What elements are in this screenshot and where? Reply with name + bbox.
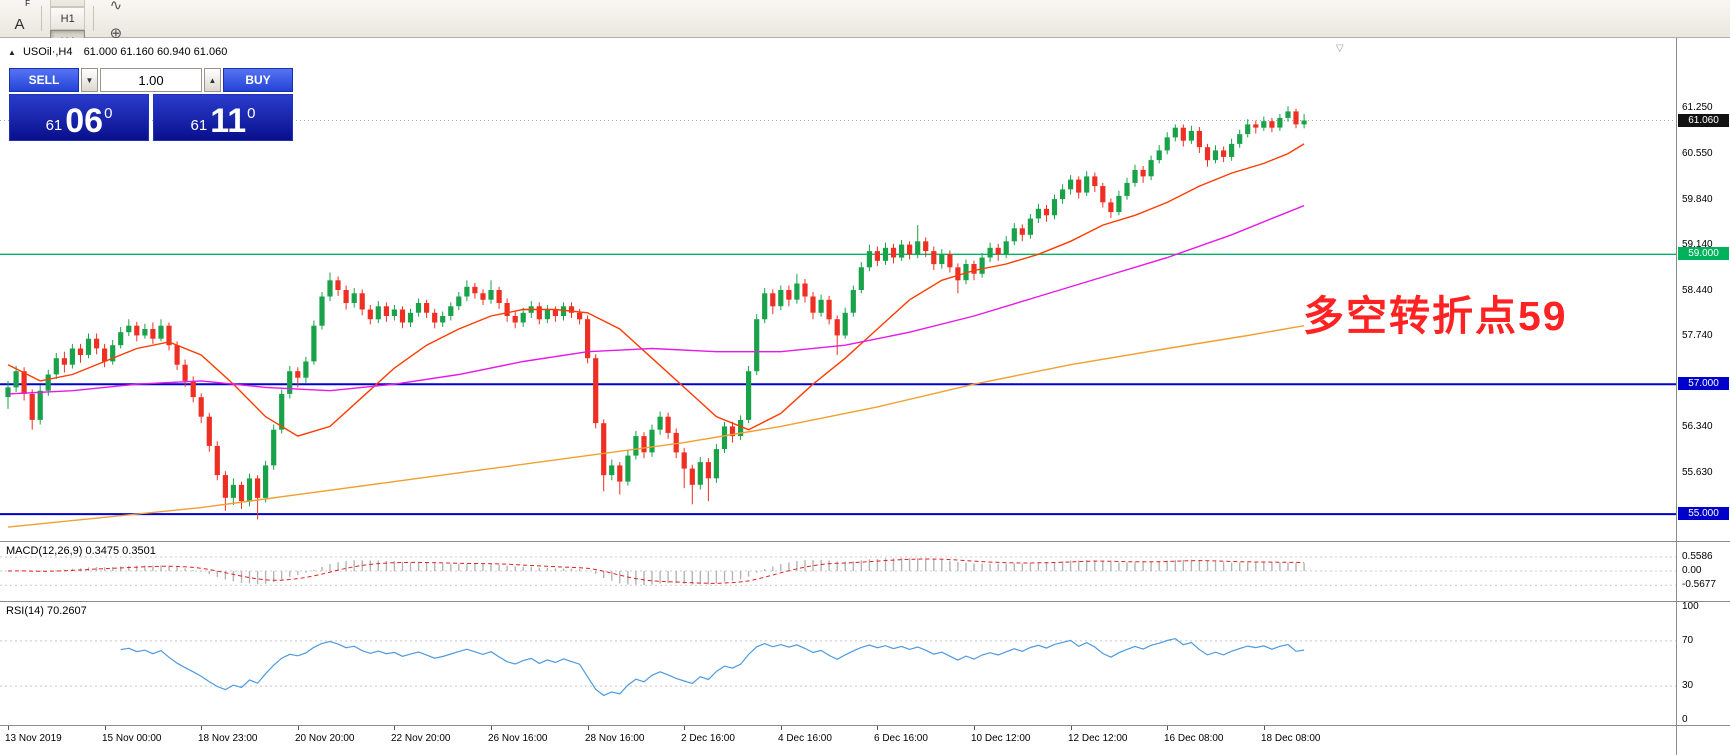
- sell-price-pips: 06: [65, 102, 104, 141]
- time-axis-label: 12 Dec 12:00: [1068, 733, 1128, 744]
- macd-axis-label: 0.00: [1682, 565, 1702, 576]
- time-axis-label: 10 Dec 12:00: [971, 733, 1031, 744]
- time-axis-tick: [588, 726, 589, 730]
- price-axis-label: 59.840: [1682, 194, 1713, 205]
- time-axis-tick: [298, 726, 299, 730]
- line-chart-icon[interactable]: ∿: [109, 0, 123, 14]
- time-axis-label: 4 Dec 16:00: [778, 733, 832, 744]
- price-axis-label: 59.140: [1682, 239, 1713, 250]
- time-axis-tick: [105, 726, 106, 730]
- chart-shift-marker-icon[interactable]: ▽: [1336, 43, 1344, 54]
- rsi-axis-label: 30: [1682, 680, 1694, 691]
- time-axis-label: 13 Nov 2019: [5, 733, 62, 744]
- chart-window: ▲ USOil·,H4 61.000 61.160 60.940 61.060 …: [0, 38, 1730, 755]
- rsi-axis-label: 100: [1682, 601, 1699, 612]
- time-axis-tick: [877, 726, 878, 730]
- time-axis[interactable]: 13 Nov 2019 15 Nov 00:00 18 Nov 23:00 20 No…: [0, 726, 1676, 755]
- time-axis-label: 26 Nov 16:00: [488, 733, 548, 744]
- rsi-axis-label: 0: [1682, 714, 1688, 725]
- toolbar-separator: [93, 6, 95, 31]
- toolbar: ∿E≡FAT↖▾ M1M5M15M30H1H4D1W1MN ▤▥▦∿⊕⊖ƒ▣: [0, 0, 1730, 126]
- chart-text-annotation: 多空转折点59: [1303, 293, 1568, 339]
- time-axis-label: 20 Nov 20:00: [295, 733, 355, 744]
- symbol-timeframe-label: USOil·,H4: [22, 46, 73, 58]
- price-badge-55.000: 55.000: [1678, 507, 1729, 520]
- volume-input[interactable]: [100, 68, 202, 92]
- timeframe-button-m30[interactable]: M30: [50, 0, 86, 7]
- price-axis-label: 61.250: [1682, 102, 1713, 113]
- macd-axis-label: 0.5586: [1682, 551, 1713, 562]
- price-axis-label: 60.550: [1682, 148, 1713, 159]
- one-click-trading-panel: SELL ▼ ▲ BUY 61 06 0 61 11 0: [9, 68, 293, 141]
- time-axis-label: 18 Nov 23:00: [198, 733, 258, 744]
- time-axis-tick: [491, 726, 492, 730]
- sell-price-point: 0: [104, 105, 113, 122]
- text-tool-icon[interactable]: A: [14, 15, 25, 33]
- time-axis-tick: [781, 726, 782, 730]
- macd-axis-label: -0.5677: [1682, 579, 1716, 590]
- price-badge-61.060: 61.060: [1678, 114, 1729, 127]
- buy-price-display[interactable]: 61 11 0: [153, 94, 293, 141]
- time-axis-tick: [1071, 726, 1072, 730]
- price-axis-label: 57.740: [1682, 330, 1713, 341]
- time-axis-label: 18 Dec 08:00: [1261, 733, 1321, 744]
- time-axis-tick: [201, 726, 202, 730]
- sell-price-display[interactable]: 61 06 0: [9, 94, 149, 141]
- time-axis-label: 6 Dec 16:00: [874, 733, 928, 744]
- pane-separator[interactable]: [0, 541, 1730, 542]
- buy-price-units: 61: [190, 117, 208, 134]
- price-axis-label: 55.630: [1682, 467, 1713, 478]
- sell-price-units: 61: [45, 117, 63, 134]
- rsi-pane[interactable]: [0, 602, 1676, 724]
- macd-pane[interactable]: [0, 542, 1676, 600]
- sell-button[interactable]: SELL: [9, 68, 79, 92]
- time-axis-tick: [684, 726, 685, 730]
- zoom-in-icon[interactable]: ⊕: [109, 24, 123, 42]
- time-axis-label: 2 Dec 16:00: [681, 733, 735, 744]
- pane-separator[interactable]: [0, 601, 1730, 602]
- time-axis-tick: [8, 726, 9, 730]
- rsi-axis-label: 70: [1682, 635, 1694, 646]
- price-badge-59.000: 59.000: [1678, 247, 1729, 260]
- volume-decrease-button[interactable]: ▼: [81, 68, 98, 92]
- volume-increase-button[interactable]: ▲: [204, 68, 221, 92]
- price-axis[interactable]: 61.250 60.550 59.840 59.140 58.440 57.740 56.3…: [1676, 38, 1730, 755]
- buy-button[interactable]: BUY: [223, 68, 293, 92]
- toolbar-separator: [41, 6, 42, 31]
- price-badge-57.000: 57.000: [1678, 377, 1729, 390]
- main-chart[interactable]: [0, 40, 1676, 542]
- menu-f-icon[interactable]: ≡F: [15, 0, 30, 8]
- time-axis-tick: [974, 726, 975, 730]
- buy-price-point: 0: [247, 105, 256, 122]
- time-axis-tick: [394, 726, 395, 730]
- time-axis-tick: [1264, 726, 1265, 730]
- time-axis-label: 16 Dec 08:00: [1164, 733, 1224, 744]
- buy-price-pips: 11: [210, 102, 247, 141]
- time-axis-label: 15 Nov 00:00: [102, 733, 162, 744]
- ohlc-values: 61.000 61.160 60.940 61.060: [83, 46, 228, 58]
- time-axis-label: 28 Nov 16:00: [585, 733, 645, 744]
- rsi-indicator-label: RSI(14) 70.2607: [6, 605, 87, 617]
- chart-header: ▲ USOil·,H4 61.000 61.160 60.940 61.060: [8, 46, 227, 58]
- price-axis-label: 56.340: [1682, 421, 1713, 432]
- price-axis-label: 58.440: [1682, 285, 1713, 296]
- pane-separator: [0, 725, 1730, 726]
- time-axis-tick: [1167, 726, 1168, 730]
- one-click-collapse-icon[interactable]: ▲: [8, 48, 16, 57]
- macd-indicator-label: MACD(12,26,9) 0.3475 0.3501: [6, 545, 156, 557]
- timeframe-button-h1[interactable]: H1: [50, 7, 86, 30]
- time-axis-label: 22 Nov 20:00: [391, 733, 451, 744]
